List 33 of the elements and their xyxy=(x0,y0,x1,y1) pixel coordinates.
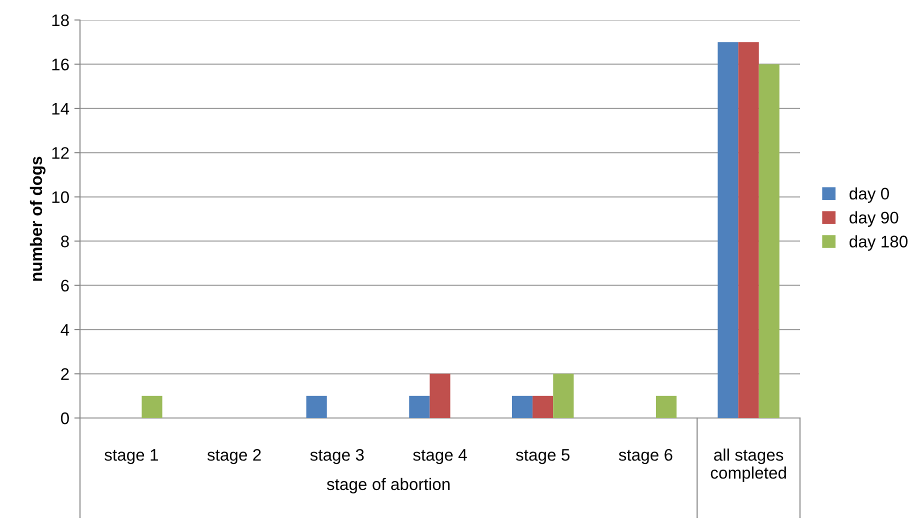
y-tick-label: 18 xyxy=(52,14,69,26)
bar xyxy=(738,42,759,418)
y-tick-label: 8 xyxy=(61,236,69,248)
legend-label: day 90 xyxy=(850,211,898,227)
bar xyxy=(532,396,554,418)
x-tick-label: all stages completed xyxy=(710,448,786,482)
y-tick-label: 0 xyxy=(60,412,69,424)
y-tick-label: 10 xyxy=(52,191,69,204)
y-tick-label: 4 xyxy=(60,324,70,336)
x-tick-label: stage 2 xyxy=(207,448,261,464)
bar xyxy=(758,64,780,418)
y-tick-label: 16 xyxy=(52,58,69,70)
x-tick-label: stage 4 xyxy=(413,449,467,464)
bar xyxy=(142,396,162,418)
text: stage of abortion xyxy=(326,478,450,494)
x-tick-label: stage 5 xyxy=(516,449,570,464)
x-tick-label: stage 3 xyxy=(310,448,364,464)
bar xyxy=(718,42,738,418)
y-tick-label: 6 xyxy=(61,280,69,292)
y-axis-title: number of dogs xyxy=(30,156,46,281)
x-tick-label: stage 1 xyxy=(104,449,158,464)
y-tick-label: 2 xyxy=(61,368,69,380)
y-tick-label: 12 xyxy=(52,147,69,159)
bar xyxy=(656,396,677,418)
bar xyxy=(512,396,533,418)
bar xyxy=(306,396,327,418)
bar xyxy=(430,374,450,418)
x-tick-label: stage 6 xyxy=(618,448,672,464)
bar xyxy=(553,374,574,418)
legend-label: day 0 xyxy=(850,187,889,203)
y-tick-label: 14 xyxy=(52,103,70,114)
legend-label: day 180 xyxy=(850,235,908,251)
bar xyxy=(409,396,430,418)
